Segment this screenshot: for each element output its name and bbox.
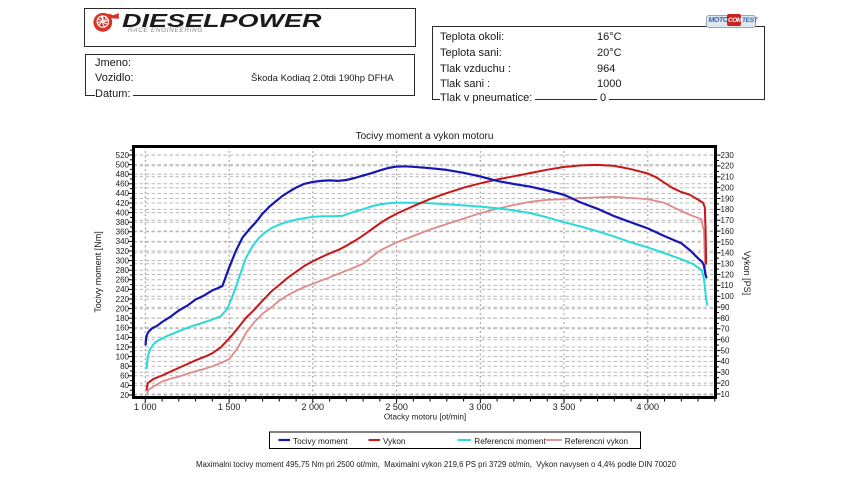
svg-text:1 000: 1 000 bbox=[134, 402, 157, 412]
svg-text:230: 230 bbox=[721, 151, 735, 160]
svg-text:190: 190 bbox=[721, 194, 735, 203]
svg-text:40: 40 bbox=[120, 381, 129, 390]
svg-text:220: 220 bbox=[116, 295, 130, 304]
svg-text:Tocivy moment: Tocivy moment bbox=[293, 437, 348, 446]
svg-text:300: 300 bbox=[116, 256, 130, 265]
svg-text:320: 320 bbox=[116, 247, 130, 256]
svg-text:100: 100 bbox=[721, 292, 735, 301]
svg-text:160: 160 bbox=[721, 227, 735, 236]
svg-text:Tocivy moment a vykon motoru: Tocivy moment a vykon motoru bbox=[356, 131, 494, 142]
svg-text:60: 60 bbox=[721, 336, 730, 345]
svg-text:480: 480 bbox=[116, 170, 130, 179]
svg-text:180: 180 bbox=[116, 314, 130, 323]
svg-text:360: 360 bbox=[116, 228, 130, 237]
svg-text:40: 40 bbox=[721, 357, 730, 366]
svg-text:50: 50 bbox=[721, 346, 730, 355]
svg-text:30: 30 bbox=[721, 368, 730, 377]
svg-text:240: 240 bbox=[116, 285, 130, 294]
svg-text:520: 520 bbox=[116, 151, 130, 160]
svg-text:210: 210 bbox=[721, 173, 735, 182]
svg-text:140: 140 bbox=[116, 333, 130, 342]
svg-text:3 500: 3 500 bbox=[553, 402, 576, 412]
svg-text:380: 380 bbox=[116, 218, 130, 227]
svg-text:2 000: 2 000 bbox=[302, 402, 325, 412]
svg-text:100: 100 bbox=[116, 352, 130, 361]
svg-text:460: 460 bbox=[116, 180, 130, 189]
svg-text:440: 440 bbox=[116, 189, 130, 198]
svg-text:280: 280 bbox=[116, 266, 130, 275]
svg-text:140: 140 bbox=[721, 249, 735, 258]
svg-text:340: 340 bbox=[116, 237, 130, 246]
svg-text:70: 70 bbox=[721, 325, 730, 334]
svg-text:110: 110 bbox=[721, 281, 734, 290]
svg-text:150: 150 bbox=[721, 238, 735, 247]
svg-text:420: 420 bbox=[116, 199, 130, 208]
svg-text:160: 160 bbox=[116, 324, 130, 333]
svg-text:400: 400 bbox=[116, 208, 130, 217]
svg-text:Tocivy moment [Nm]: Tocivy moment [Nm] bbox=[93, 231, 103, 313]
svg-text:200: 200 bbox=[721, 184, 735, 193]
svg-text:500: 500 bbox=[116, 160, 130, 169]
svg-text:20: 20 bbox=[721, 379, 730, 388]
svg-text:80: 80 bbox=[120, 362, 129, 371]
svg-text:Vykon: Vykon bbox=[383, 437, 406, 446]
svg-text:60: 60 bbox=[120, 372, 129, 381]
svg-text:Referencni vykon: Referencni vykon bbox=[565, 437, 629, 446]
svg-text:180: 180 bbox=[721, 205, 735, 214]
svg-text:220: 220 bbox=[721, 162, 735, 171]
svg-text:Referencni moment: Referencni moment bbox=[474, 437, 546, 446]
svg-text:120: 120 bbox=[116, 343, 130, 352]
svg-text:120: 120 bbox=[721, 270, 735, 279]
svg-text:130: 130 bbox=[721, 260, 735, 269]
svg-text:260: 260 bbox=[116, 276, 130, 285]
svg-text:170: 170 bbox=[721, 216, 735, 225]
svg-text:200: 200 bbox=[116, 304, 130, 313]
svg-text:4 000: 4 000 bbox=[637, 402, 660, 412]
svg-text:Otacky motoru [ot/min]: Otacky motoru [ot/min] bbox=[384, 413, 466, 422]
svg-text:20: 20 bbox=[120, 391, 129, 400]
svg-text:10: 10 bbox=[721, 390, 730, 399]
svg-text:80: 80 bbox=[721, 314, 730, 323]
svg-text:Vykon [PS]: Vykon [PS] bbox=[742, 251, 752, 295]
svg-text:3 000: 3 000 bbox=[469, 402, 492, 412]
svg-text:1 500: 1 500 bbox=[218, 402, 241, 412]
svg-text:2 500: 2 500 bbox=[385, 402, 408, 412]
svg-text:Maximalni tocivy moment 495,75: Maximalni tocivy moment 495,75 Nm pri 25… bbox=[196, 460, 677, 469]
svg-text:90: 90 bbox=[721, 303, 730, 312]
